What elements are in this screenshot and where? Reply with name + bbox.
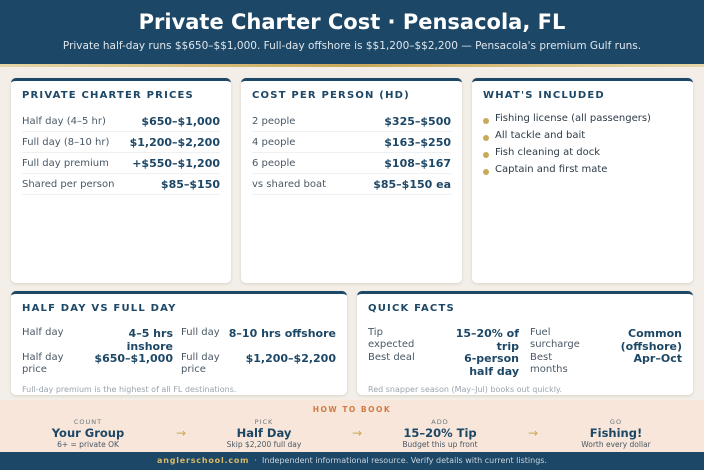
section-title: HOW TO BOOK xyxy=(312,405,392,414)
price-row: Full day premium +$550–$1,200 xyxy=(22,153,220,174)
bullet xyxy=(483,135,489,141)
card: HALF DAY VS FULL DAY Half day 4–5 hrs insh… xyxy=(11,291,347,395)
card: COST PER PERSON (HD) 2 people $325–$500 4 p… xyxy=(241,78,462,283)
row-value: Apr–Oct xyxy=(633,352,682,365)
price-row: 2 people $325–$500 xyxy=(252,111,451,132)
row-value: $108–$167 xyxy=(384,156,451,170)
row-label: 4 people xyxy=(252,136,296,148)
row-label: 2 people xyxy=(252,115,296,127)
row-value: 6-person half day xyxy=(464,352,519,378)
step-kicker: PICK xyxy=(254,418,274,426)
step-sub: Skip $2,200 full day xyxy=(226,440,302,449)
row-label: Best deal xyxy=(368,352,415,363)
row-value: $85–$150 xyxy=(160,177,220,191)
step: ADD 15–20% Tip Budget this up front xyxy=(365,400,515,449)
title: Private Charter Cost · Pensacola, FL xyxy=(138,10,566,34)
row-label: Full day price xyxy=(181,352,220,375)
row-value: 4–5 hrs inshore xyxy=(126,327,173,353)
row-value: $325–$500 xyxy=(384,114,451,128)
step-sub: Budget this up front xyxy=(402,440,478,449)
note: Red snapper season (May–Jul) books out q… xyxy=(368,385,563,394)
step-sub: 6+ = private OK xyxy=(57,440,119,449)
row-value: $650–$1,000 xyxy=(94,352,173,365)
list-item: All tackle and bait xyxy=(495,130,586,141)
step-kicker: ADD xyxy=(431,418,449,426)
row-label: Half day xyxy=(22,327,64,338)
row-value: $85–$150 ea xyxy=(373,177,451,191)
row-value: +$550–$1,200 xyxy=(132,156,220,170)
row-value: $1,200–$2,200 xyxy=(129,135,220,149)
bullet xyxy=(483,118,489,124)
card-title: WHAT'S INCLUDED xyxy=(483,90,605,101)
how-to-book: HOW TO BOOK COUNT Your Group 6+ = private … xyxy=(0,400,704,452)
card-title: HALF DAY VS FULL DAY xyxy=(22,303,177,314)
list-item: Fish cleaning at dock xyxy=(495,147,601,158)
arrow: → xyxy=(352,426,363,440)
row-label: Full day (8–10 hr) xyxy=(22,136,110,148)
step: COUNT Your Group 6+ = private OK xyxy=(13,400,163,449)
price-row: Shared per person $85–$150 xyxy=(22,174,220,195)
card: QUICK FACTS Tip expected 15–20% of trip Fue… xyxy=(357,291,693,395)
row-label: Half day price xyxy=(22,352,64,375)
card: WHAT'S INCLUDED Fishing license (all pass… xyxy=(472,78,693,283)
arrow: → xyxy=(176,426,187,440)
step-kicker: GO xyxy=(609,418,623,426)
footer: anglerschool.com · Independent informati… xyxy=(0,452,704,470)
row-label: Full day xyxy=(181,327,220,338)
row-value: 8–10 hrs offshore xyxy=(228,327,336,340)
card: PRIVATE CHARTER PRICES Half day (4–5 hr) $… xyxy=(11,78,231,283)
card-title: PRIVATE CHARTER PRICES xyxy=(22,90,194,101)
row-value: $163–$250 xyxy=(384,135,451,149)
header: Private Charter Cost · Pensacola, FL Pri… xyxy=(0,0,704,64)
card-title: QUICK FACTS xyxy=(368,303,455,314)
subtitle: Private half-day runs $$650–$$1,000. Ful… xyxy=(62,40,642,52)
row-value: Common (offshore) xyxy=(620,327,682,353)
row-label: Tip expected xyxy=(368,327,415,350)
row-label: 6 people xyxy=(252,157,296,169)
note: Full-day premium is the highest of all F… xyxy=(22,385,237,394)
step-title: Your Group xyxy=(51,426,125,440)
list-item: Fishing license (all passengers) xyxy=(495,113,651,124)
row-value: 15–20% of trip xyxy=(455,327,519,353)
bullet xyxy=(483,152,489,158)
row-label: vs shared boat xyxy=(252,178,327,190)
row-label: Best months xyxy=(530,352,568,375)
step-title: 15–20% Tip xyxy=(403,426,477,440)
step-title: Half Day xyxy=(236,426,292,440)
row-label: Shared per person xyxy=(22,178,115,190)
price-row: vs shared boat $85–$150 ea xyxy=(252,174,451,195)
list-item: Captain and first mate xyxy=(495,164,608,175)
row-label: Fuel surcharge xyxy=(530,327,580,350)
brand: anglerschool.com xyxy=(157,456,250,465)
step-kicker: COUNT xyxy=(73,418,103,426)
price-row: Half day (4–5 hr) $650–$1,000 xyxy=(22,111,220,132)
divider xyxy=(0,64,704,67)
step-sub: Worth every dollar xyxy=(581,440,651,449)
step: PICK Half Day Skip $2,200 full day xyxy=(189,400,339,449)
arrow: → xyxy=(528,426,539,440)
row-value: $1,200–$2,200 xyxy=(245,352,336,365)
step: GO Fishing! Worth every dollar xyxy=(541,400,691,449)
row-value: $650–$1,000 xyxy=(141,114,220,128)
step-title: Fishing! xyxy=(589,426,643,440)
card-title: COST PER PERSON (HD) xyxy=(252,90,410,101)
price-row: Full day (8–10 hr) $1,200–$2,200 xyxy=(22,132,220,153)
price-row: 4 people $163–$250 xyxy=(252,132,451,153)
row-label: Half day (4–5 hr) xyxy=(22,115,106,127)
footer-text: Independent informational resource. Veri… xyxy=(262,456,547,465)
bullet xyxy=(483,169,489,175)
price-row: 6 people $108–$167 xyxy=(252,153,451,174)
row-label: Full day premium xyxy=(22,157,109,169)
